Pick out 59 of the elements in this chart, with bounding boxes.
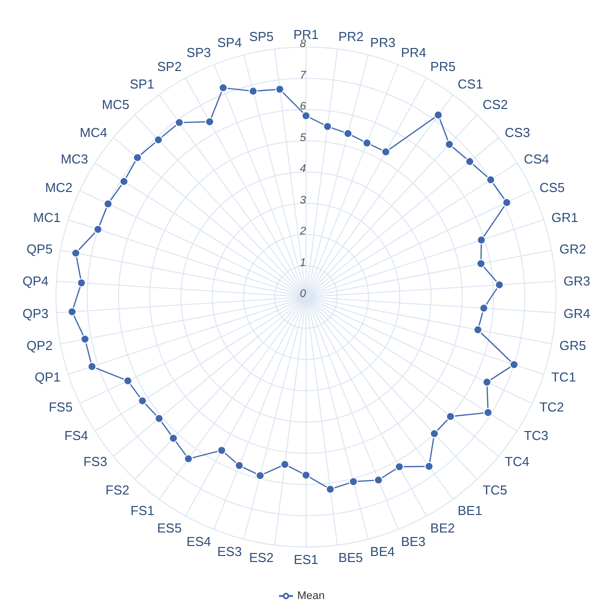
spoke-label: GR2 <box>559 241 586 256</box>
y-tick-label: 8 <box>300 38 307 50</box>
spoke-label: CS1 <box>458 76 483 92</box>
legend-label: Mean <box>297 590 325 602</box>
spoke-label: ES3 <box>217 544 242 560</box>
spoke-label: FS5 <box>48 399 73 414</box>
spoke-label: MC2 <box>45 180 73 195</box>
spoke-label: QP1 <box>34 369 61 384</box>
spoke-label: MC5 <box>102 96 130 112</box>
spoke-label: BE1 <box>458 502 482 518</box>
spoke-label: GR3 <box>563 273 590 288</box>
spoke-label: CS5 <box>539 180 565 195</box>
y-tick-label: 1 <box>300 256 306 269</box>
spoke-label: SP4 <box>217 35 242 50</box>
spoke-label: SP3 <box>186 45 212 60</box>
spoke-label: TC5 <box>482 482 508 498</box>
spoke-label: MC1 <box>33 210 61 225</box>
y-tick-label: 4 <box>300 163 306 175</box>
spoke-label: GR5 <box>559 338 586 353</box>
spoke-label: FS4 <box>64 428 88 443</box>
y-tick-label: 7 <box>300 69 307 82</box>
spoke-label: SP5 <box>249 29 274 44</box>
spoke-label: FS2 <box>106 482 130 498</box>
spoke-label: GR1 <box>551 210 578 225</box>
spoke-label: PR2 <box>338 29 364 44</box>
spoke-label: ES1 <box>294 552 318 568</box>
spoke-label: QP2 <box>26 338 53 353</box>
spoke-label: PR4 <box>400 45 426 60</box>
spoke-label: FS1 <box>130 502 154 518</box>
spoke-label: TC3 <box>524 428 548 443</box>
spoke-label: BE5 <box>338 550 363 566</box>
spoke-label: FS3 <box>83 454 108 470</box>
spoke-label: PR5 <box>430 58 456 74</box>
spoke-label: SP1 <box>130 76 154 92</box>
spoke-label: TC2 <box>539 399 564 414</box>
spoke-label: TC4 <box>504 454 530 470</box>
spoke-label: ES2 <box>249 550 274 566</box>
spoke-label: QP4 <box>22 273 49 288</box>
spoke-label: CS4 <box>524 151 550 166</box>
y-tick-label: 2 <box>298 226 306 238</box>
spoke-label: CS3 <box>504 125 530 140</box>
spoke-label: MC4 <box>80 125 108 140</box>
spoke-label: ES5 <box>157 520 182 536</box>
y-tick-label: 3 <box>300 194 307 206</box>
spoke-label: QP3 <box>22 306 49 321</box>
y-tick-label: 0 <box>300 288 307 300</box>
spoke-label: QP5 <box>26 241 53 256</box>
spoke-label: GR4 <box>563 306 590 321</box>
y-tick-label: 6 <box>300 100 307 112</box>
spoke-label: MC3 <box>60 151 88 166</box>
spoke-label: PR3 <box>370 35 396 50</box>
y-tick-label: 5 <box>300 132 307 144</box>
spoke-label: BE3 <box>400 534 426 550</box>
spoke-label: SP2 <box>157 58 182 74</box>
spoke-label: CS2 <box>482 96 508 112</box>
spoke-label: TC1 <box>551 369 576 384</box>
spoke-label: ES4 <box>186 534 212 550</box>
spoke-label: BE2 <box>430 520 455 536</box>
spoke-label: BE4 <box>370 544 395 560</box>
